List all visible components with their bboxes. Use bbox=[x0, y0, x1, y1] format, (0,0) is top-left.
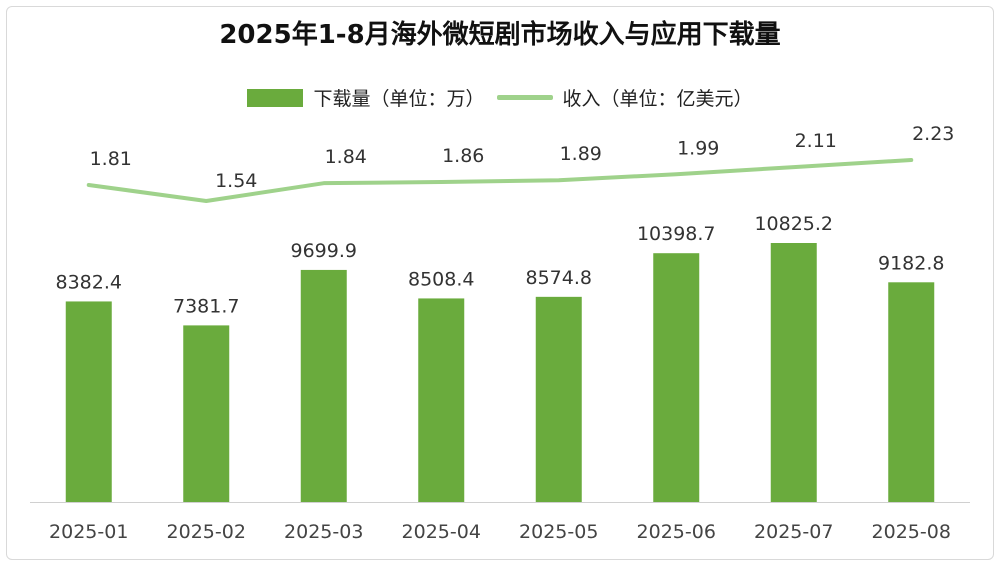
line-label-revenue-2025-06: 1.99 bbox=[677, 137, 719, 159]
x-tick-label-2025-01: 2025-01 bbox=[49, 521, 128, 543]
line-label-revenue-2025-07: 2.11 bbox=[795, 130, 837, 152]
bar-label-downloads-2025-08: 9182.8 bbox=[878, 252, 944, 274]
bar-label-downloads-2025-07: 10825.2 bbox=[754, 213, 833, 235]
bar-downloads-2025-07 bbox=[770, 243, 817, 502]
line-revenue bbox=[86, 158, 914, 203]
bar-downloads-2025-02 bbox=[183, 325, 230, 502]
x-tick-label-2025-02: 2025-02 bbox=[167, 521, 246, 543]
bar-label-downloads-2025-03: 9699.9 bbox=[291, 240, 357, 262]
legend-item-downloads: 下载量（单位：万） bbox=[247, 84, 485, 111]
line-label-revenue-2025-08: 2.23 bbox=[912, 123, 954, 145]
bar-label-downloads-2025-01: 8382.4 bbox=[56, 271, 122, 293]
bar-downloads-2025-01 bbox=[65, 301, 112, 502]
bar-downloads-2025-04 bbox=[418, 298, 465, 502]
legend-swatch-downloads bbox=[247, 88, 304, 107]
legend-label-revenue: 收入（单位：亿美元） bbox=[562, 88, 753, 110]
bar-downloads-2025-08 bbox=[888, 282, 935, 502]
bar-downloads-2025-06 bbox=[653, 253, 700, 502]
line-label-revenue-2025-01: 1.81 bbox=[90, 148, 132, 170]
bar-downloads-2025-03 bbox=[300, 269, 347, 502]
bar-label-downloads-2025-04: 8508.4 bbox=[408, 268, 474, 290]
x-tick-label-2025-03: 2025-03 bbox=[284, 521, 363, 543]
line-label-revenue-2025-03: 1.84 bbox=[325, 146, 367, 168]
bar-label-downloads-2025-02: 7381.7 bbox=[173, 295, 239, 317]
legend-label-downloads: 下载量（单位：万） bbox=[313, 88, 485, 110]
legend-swatch-revenue bbox=[496, 95, 553, 100]
chart-title: 2025年1-8月海外微短剧市场收入与应用下载量 bbox=[219, 20, 781, 50]
line-label-revenue-2025-02: 1.54 bbox=[215, 170, 257, 192]
x-tick-label-2025-06: 2025-06 bbox=[637, 521, 716, 543]
x-tick-label-2025-05: 2025-05 bbox=[519, 521, 598, 543]
line-label-revenue-2025-05: 1.89 bbox=[560, 143, 602, 165]
bar-downloads-2025-05 bbox=[535, 296, 582, 502]
bar-label-downloads-2025-06: 10398.7 bbox=[637, 223, 716, 245]
x-tick-label-2025-08: 2025-08 bbox=[872, 521, 951, 543]
legend-item-revenue: 收入（单位：亿美元） bbox=[496, 84, 753, 111]
bar-label-downloads-2025-05: 8574.8 bbox=[526, 267, 592, 289]
chart-legend: 下载量（单位：万） 收入（单位：亿美元） bbox=[0, 84, 1000, 111]
x-tick-label-2025-07: 2025-07 bbox=[754, 521, 833, 543]
line-label-revenue-2025-04: 1.86 bbox=[442, 145, 484, 167]
x-tick-label-2025-04: 2025-04 bbox=[402, 521, 481, 543]
